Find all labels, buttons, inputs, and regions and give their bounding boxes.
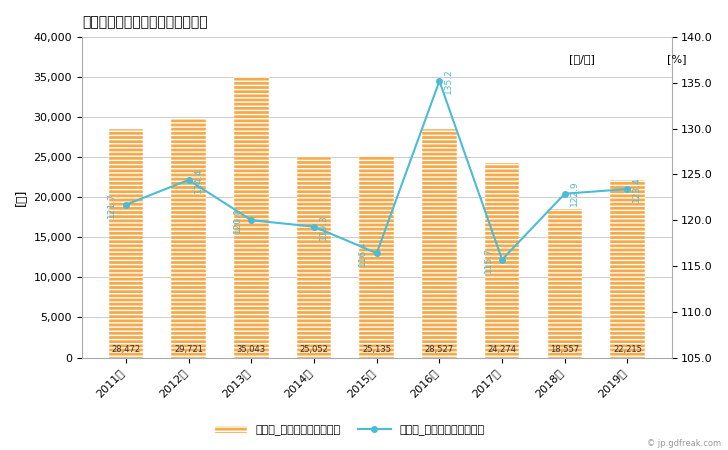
- Text: 116.4: 116.4: [358, 240, 367, 266]
- Text: 120.0: 120.0: [233, 207, 242, 233]
- Text: 18,557: 18,557: [550, 345, 579, 354]
- Text: 124.4: 124.4: [194, 167, 202, 193]
- Bar: [422, 129, 456, 358]
- Text: 22,215: 22,215: [613, 345, 642, 354]
- Legend: 住宅用_床面積合計（左軸）, 住宅用_平均床面積（右軸）: 住宅用_床面積合計（左軸）, 住宅用_平均床面積（右軸）: [210, 420, 489, 440]
- Bar: [547, 209, 582, 358]
- Text: 25,052: 25,052: [300, 345, 328, 354]
- Text: 28,527: 28,527: [425, 345, 454, 354]
- Text: 119.3: 119.3: [319, 214, 328, 239]
- Bar: [171, 119, 206, 358]
- Text: 135.2: 135.2: [444, 68, 454, 94]
- Text: 住宅用建築物の床面積合計の推移: 住宅用建築物の床面積合計の推移: [82, 15, 207, 29]
- Text: 25,135: 25,135: [363, 345, 391, 354]
- Bar: [360, 156, 394, 358]
- Bar: [234, 77, 269, 358]
- Bar: [485, 163, 519, 358]
- Text: 123.4: 123.4: [633, 176, 641, 202]
- Bar: [108, 130, 143, 358]
- Text: © jp.gdfreak.com: © jp.gdfreak.com: [646, 439, 721, 448]
- Text: 122.9: 122.9: [570, 181, 579, 207]
- Text: 115.7: 115.7: [483, 247, 493, 273]
- Text: [㎡/棟]: [㎡/棟]: [569, 54, 596, 64]
- Text: 24,274: 24,274: [488, 345, 517, 354]
- Y-axis label: [㎡]: [㎡]: [15, 189, 28, 206]
- Text: 29,721: 29,721: [174, 345, 203, 354]
- Text: [%]: [%]: [668, 54, 687, 64]
- Text: 35,043: 35,043: [237, 345, 266, 354]
- Text: 28,472: 28,472: [111, 345, 141, 354]
- Bar: [297, 157, 331, 358]
- Bar: [610, 180, 645, 358]
- Text: 121.7: 121.7: [107, 192, 116, 217]
